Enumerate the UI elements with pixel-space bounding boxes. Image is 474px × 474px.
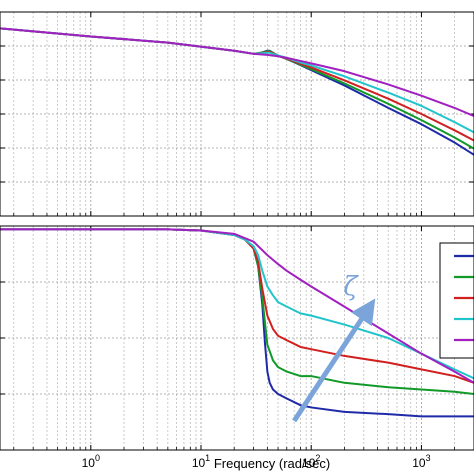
series-line-5 [0,228,474,384]
zeta-label: ζ [343,272,359,302]
magnitude-frame [0,11,474,217]
x-tick-label: 102 [302,453,320,470]
zeta-arrow [292,298,376,423]
magnitude-grid [0,12,474,216]
lower-series [0,228,474,418]
magnitude-panel [0,11,474,217]
zeta-annotation: ζ [292,272,376,423]
x-axis-label: Frequency (rad/sec) [214,456,330,471]
x-tick-label: 103 [412,453,430,470]
magnitude-series [0,27,474,156]
lower-frame [0,225,474,451]
lower-panel: ζ 100 101 102 103 Frequency (rad/sec) [0,225,474,471]
legend [439,242,474,359]
x-tick-labels: 100 101 102 103 [82,453,431,470]
x-tick-label: 101 [192,453,210,470]
series-line-5 [0,27,474,117]
x-tick-label: 100 [82,453,100,470]
legend-frame [439,242,474,359]
